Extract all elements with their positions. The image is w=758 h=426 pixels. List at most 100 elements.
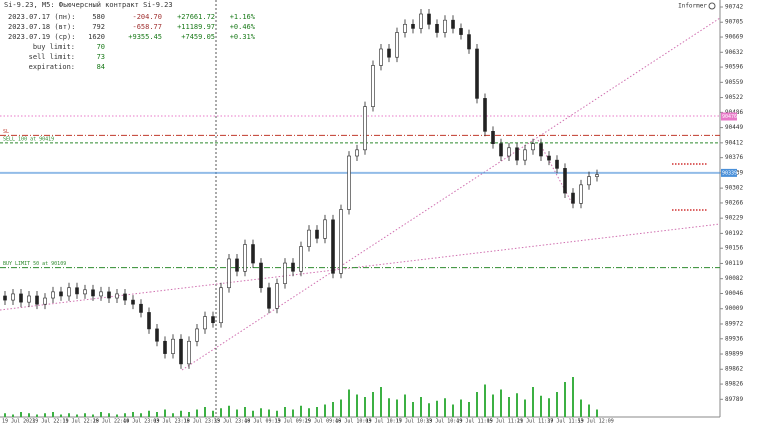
volume-bar	[52, 412, 54, 417]
x-tick-label: 19 Jul 22:44	[93, 419, 129, 425]
y-tick-label: 90229	[725, 215, 743, 222]
y-tick-label: 90632	[725, 49, 743, 56]
limit-value: 73	[97, 53, 105, 61]
candle-body	[27, 295, 31, 303]
volume-bar	[140, 413, 142, 417]
candle-body	[307, 229, 311, 247]
x-tick-label: 19 Jul 09:46	[305, 419, 341, 425]
y-tick-label: 90192	[725, 230, 743, 237]
volume-bar	[364, 397, 366, 417]
volume-bar	[236, 409, 238, 417]
level-label: SL	[3, 129, 9, 135]
volume-bar	[132, 412, 134, 417]
candle-body	[315, 229, 319, 239]
volume-bar	[580, 399, 582, 417]
stat-cell: 2023.07.17 (пн):	[8, 13, 75, 21]
level-label: BUY LIMIT 50 at 90109	[3, 261, 66, 267]
volume-bar	[108, 413, 110, 417]
volume-bar	[460, 399, 462, 417]
candle-body	[211, 316, 215, 324]
candle-body	[283, 262, 287, 284]
volume-bar	[84, 413, 86, 417]
volume-bar	[12, 414, 14, 417]
candle-body	[523, 149, 527, 161]
candle-body	[387, 48, 391, 58]
volume-bar	[212, 410, 214, 417]
symbol-title: Si-9.23, M5: Фьючерсный контракт Si-9.23	[4, 1, 173, 9]
candle-body	[91, 289, 95, 297]
stat-cell: -658.77	[132, 23, 162, 31]
stat-cell: +27661.72	[177, 13, 215, 21]
volume-bar	[252, 410, 254, 417]
volume-bar	[516, 393, 518, 417]
y-tick-label: 89972	[725, 320, 743, 327]
volume-bar	[500, 389, 502, 417]
volume-bar	[452, 404, 454, 417]
volume-bar	[220, 408, 222, 417]
trendline	[149, 223, 721, 293]
price-badge	[721, 112, 737, 121]
limit-value: 84	[97, 63, 105, 71]
candle-body	[339, 209, 343, 274]
volume-bar	[100, 412, 102, 417]
candle-body	[3, 295, 7, 301]
price-badge-label: 90339	[722, 170, 737, 176]
stat-cell: +7459.05	[181, 33, 215, 41]
candle-body	[459, 28, 463, 35]
candle-body	[475, 48, 479, 99]
volume-bar	[420, 397, 422, 417]
stat-cell: +9355.45	[128, 33, 162, 41]
volume-bar	[268, 409, 270, 417]
volume-bar	[484, 384, 486, 417]
volume-bar	[388, 398, 390, 417]
volume-bar	[116, 414, 118, 417]
y-tick-label: 90559	[725, 79, 743, 86]
stat-cell: 580	[92, 13, 105, 21]
price-badge-label: 90476	[722, 114, 737, 120]
candle-body	[467, 34, 471, 50]
x-tick-label: 19 Jul 09:29	[275, 419, 311, 425]
limit-label: expiration:	[29, 63, 75, 71]
candle-body	[227, 258, 231, 289]
candle-body	[435, 23, 439, 33]
x-tick-label: 19 Jul 10:49	[426, 419, 462, 425]
volume-bar	[380, 387, 382, 417]
candle-body	[123, 293, 127, 301]
stat-cell: +11189.97	[177, 23, 215, 31]
x-tick-label: 19 Jul 12:09	[578, 419, 614, 425]
y-tick-label: 90119	[725, 260, 743, 267]
y-tick-label: 90266	[725, 199, 743, 206]
candle-body	[155, 328, 159, 342]
candle-body	[483, 98, 487, 132]
volume-bar	[324, 404, 326, 417]
volume-bar	[76, 414, 78, 417]
level-label: SELL 100 at 90419	[3, 136, 54, 142]
y-tick-label: 90009	[725, 305, 743, 312]
stat-cell: -204.70	[132, 13, 162, 21]
volume-bar	[292, 409, 294, 417]
candle-body	[539, 143, 543, 157]
candle-body	[83, 289, 87, 295]
x-tick-label: 19 Jul 11:37	[517, 419, 553, 425]
x-tick-label: 19 Jul 10:33	[396, 419, 432, 425]
candle-body	[195, 328, 199, 342]
y-tick-label: 90412	[725, 139, 743, 146]
candle-body	[99, 291, 103, 297]
candle-body	[75, 287, 79, 295]
candle-body	[131, 299, 135, 305]
limit-label: sell limit:	[29, 53, 75, 61]
y-tick-label: 89789	[725, 396, 743, 403]
volume-bar	[412, 402, 414, 417]
stat-cell: +0.31%	[230, 33, 256, 41]
y-tick-label: 90669	[725, 34, 743, 41]
volume-bar	[156, 412, 158, 417]
x-tick-label: 19 Jul 11:05	[457, 419, 493, 425]
candle-body	[107, 291, 111, 299]
candle-body	[555, 159, 559, 169]
x-tick-label: 19 Jul 11:21	[487, 419, 523, 425]
informer-icon[interactable]	[708, 2, 716, 10]
candle-body	[251, 244, 255, 264]
volume-bar	[180, 410, 182, 417]
y-tick-label: 89936	[725, 335, 743, 342]
y-tick-label: 89826	[725, 381, 743, 388]
